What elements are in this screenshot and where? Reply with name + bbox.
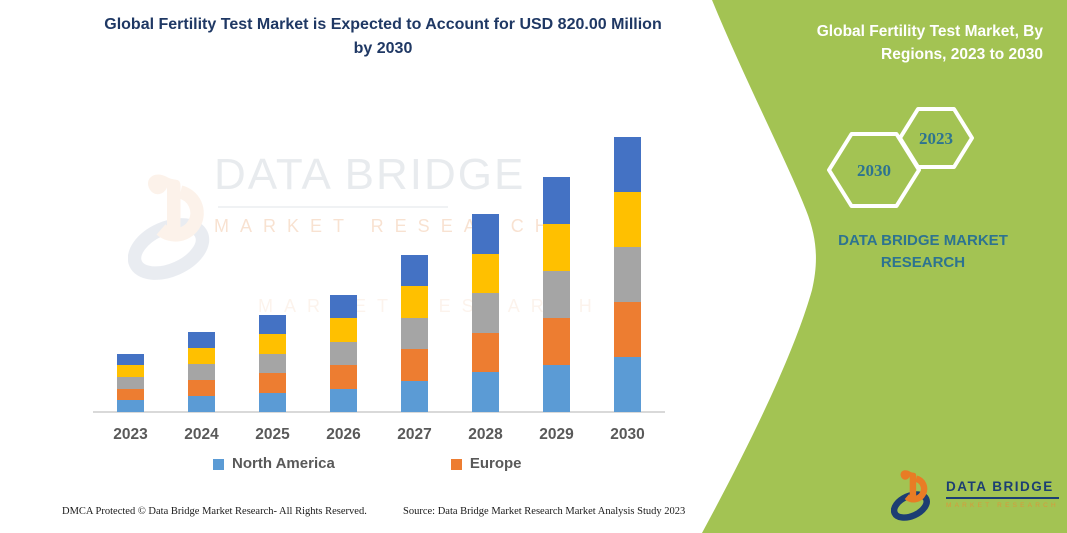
badge-year-2023: 2023: [919, 129, 953, 148]
watermark-divider: [218, 206, 448, 208]
bar-segment-2023-north-america: [117, 400, 144, 412]
stacked-bar-2024: [188, 331, 215, 412]
dbmr-logo-icon: [891, 470, 930, 521]
chart-legend: North America Europe: [95, 455, 663, 472]
bar-segment-2026-europe: [330, 365, 357, 389]
bar-segment-2029-series4: [543, 224, 570, 271]
bar-segment-2024-series3: [188, 363, 215, 380]
x-axis-label-2023: 2023: [113, 426, 148, 443]
legend-label-europe: Europe: [469, 455, 522, 472]
dbmr-logo: DATA BRIDGE MARKET RESEARCH: [891, 466, 1059, 523]
bar-segment-2025-series5: [259, 314, 286, 334]
bar-segment-2027-north-america: [401, 380, 428, 412]
bar-segment-2029-series5: [543, 177, 570, 224]
stacked-bar-2023: [117, 353, 144, 412]
green-panel-shape: [702, 0, 1067, 533]
bar-segment-2029-europe: [543, 318, 570, 365]
bar-segment-2028-europe: [472, 332, 499, 373]
stacked-bar-2030: [614, 137, 641, 412]
bar-segment-2029-north-america: [543, 365, 570, 412]
bar-slot-2029: [521, 130, 592, 412]
badge-year-2030: 2030: [857, 161, 891, 180]
stacked-bar-2028: [472, 214, 499, 412]
legend-item-europe: Europe: [450, 455, 522, 472]
bar-slot-2023: [95, 130, 166, 412]
bar-segment-2023-europe: [117, 388, 144, 401]
bar-segment-2024-north-america: [188, 395, 215, 412]
bar-segment-2026-series4: [330, 318, 357, 342]
hexagon-badge-2023: [898, 107, 974, 169]
bar-segment-2027-series4: [401, 286, 428, 318]
bar-segment-2024-series5: [188, 331, 215, 348]
dbmr-logo-text: DATA BRIDGE MARKET RESEARCH: [946, 479, 1059, 523]
brand-caption: DATA BRIDGE MARKET RESEARCH: [838, 232, 1008, 271]
x-axis-label-2025: 2025: [255, 426, 290, 443]
bar-slot-2028: [450, 130, 521, 412]
side-panel-heading: Global Fertility Test Market, By Regions…: [816, 23, 1043, 64]
bar-segment-2023-series3: [117, 376, 144, 389]
bar-segment-2023-series5: [117, 353, 144, 366]
x-axis-label-2029: 2029: [539, 426, 574, 443]
stacked-bar-2029: [543, 177, 570, 412]
legend-swatch-north-america: [213, 458, 224, 470]
bar-segment-2028-north-america: [472, 372, 499, 412]
dbmr-logo-subtitle: MARKET RESEARCH: [946, 502, 1059, 509]
x-axis-label-2028: 2028: [468, 426, 503, 443]
bar-segment-2025-north-america: [259, 392, 286, 412]
bar-segment-2026-series3: [330, 341, 357, 365]
source-note: Source: Data Bridge Market Research Mark…: [403, 506, 686, 517]
year-badges: 2030 2023: [827, 107, 974, 208]
legend-swatch-europe: [450, 458, 462, 470]
dmca-notice: DMCA Protected © Data Bridge Market Rese…: [62, 506, 367, 517]
watermark-brand-text: DATA BRIDGE: [214, 150, 526, 199]
bar-segment-2030-series3: [614, 247, 641, 302]
stacked-bar-2027: [401, 254, 428, 412]
bar-segment-2025-series3: [259, 353, 286, 373]
x-axis-labels: 2023 2024 2025 2026 2027 2028 2029 2030: [95, 426, 663, 444]
stacked-bar-2026: [330, 294, 357, 412]
bar-slot-2026: [308, 130, 379, 412]
watermark-sub-text: MARKET RESEARCH: [214, 216, 559, 236]
bar-segment-2025-series4: [259, 334, 286, 354]
plot-area: [95, 130, 663, 412]
bar-segment-2030-series5: [614, 137, 641, 192]
dbmr-watermark-icon: [128, 174, 210, 280]
x-axis-label-2030: 2030: [610, 426, 645, 443]
x-axis-label-2026: 2026: [326, 426, 361, 443]
dbmr-logo-title: DATA BRIDGE: [946, 479, 1059, 499]
bar-segment-2025-europe: [259, 373, 286, 393]
bar-segment-2028-series5: [472, 214, 499, 254]
bar-segment-2030-north-america: [614, 357, 641, 412]
bar-segment-2029-series3: [543, 271, 570, 318]
bar-segment-2028-series4: [472, 253, 499, 294]
bar-segment-2028-series3: [472, 293, 499, 333]
bar-slot-2025: [237, 130, 308, 412]
bar-segment-2027-series5: [401, 254, 428, 286]
x-axis-line: [93, 411, 665, 413]
x-axis-label-2027: 2027: [397, 426, 432, 443]
bar-segment-2030-series4: [614, 192, 641, 247]
page-title: Global Fertility Test Market is Expected…: [104, 16, 662, 57]
bar-slot-2027: [379, 130, 450, 412]
bar-slot-2024: [166, 130, 237, 412]
bar-segment-2023-series4: [117, 365, 144, 377]
bar-slot-2030: [592, 130, 663, 412]
bar-segment-2024-europe: [188, 379, 215, 396]
bar-segment-2027-series3: [401, 317, 428, 349]
x-axis-label-2024: 2024: [184, 426, 219, 443]
watermark-text: DATA BRIDGE MARKET RESEARCH: [214, 150, 559, 237]
bar-segment-2027-europe: [401, 349, 428, 381]
stacked-bar-2025: [259, 314, 286, 412]
legend-item-north-america: North America: [213, 455, 335, 472]
legend-label-north-america: North America: [232, 455, 335, 472]
hexagon-badge-2030: [827, 132, 921, 208]
bar-segment-2024-series4: [188, 347, 215, 364]
bar-segment-2026-north-america: [330, 388, 357, 412]
bar-segment-2026-series5: [330, 294, 357, 318]
bar-segment-2030-europe: [614, 302, 641, 357]
